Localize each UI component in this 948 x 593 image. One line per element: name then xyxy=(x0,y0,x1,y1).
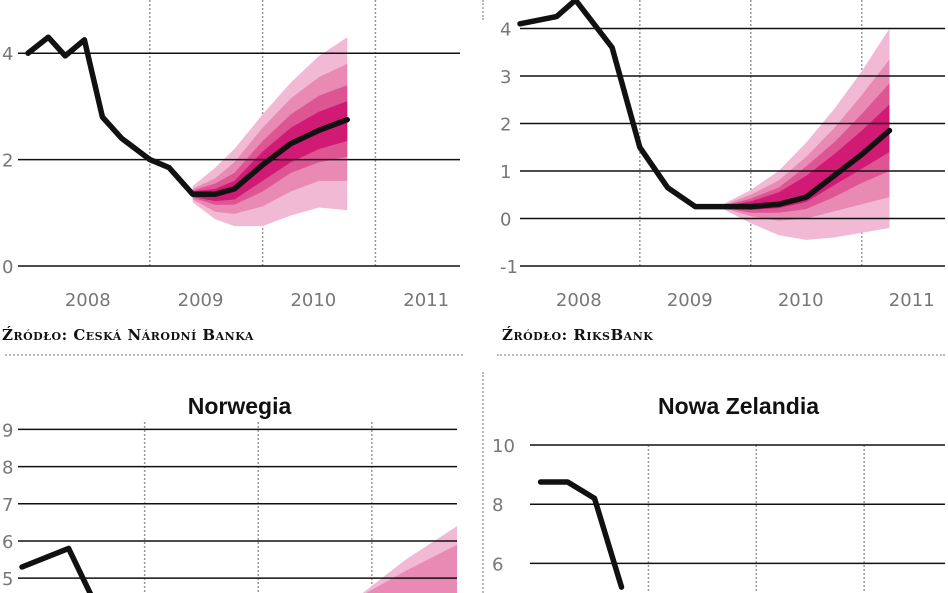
y-tick-label: 2 xyxy=(500,115,511,136)
y-tick-label: 10 xyxy=(492,436,515,457)
chart-title: Norwegia xyxy=(188,393,292,419)
y-tick-label: 8 xyxy=(2,458,13,479)
fan-band-inner xyxy=(192,101,348,202)
y-tick-label: 4 xyxy=(2,44,13,65)
series-line xyxy=(517,0,893,210)
chart-new-zealand: Nowa Zelandia 6 8 10 xyxy=(492,393,945,593)
chart-sweden: -1 0 1 2 3 4 2008 2009 2010 2011 xyxy=(500,0,945,311)
x-tick-label: 2011 xyxy=(403,290,449,311)
y-tick-label: 6 xyxy=(492,554,503,575)
series-line xyxy=(19,545,94,593)
chart-title: Nowa Zelandia xyxy=(658,393,819,419)
y-tick-label: 9 xyxy=(2,420,13,441)
y-tick-label: 5 xyxy=(2,569,13,590)
x-tick-label: 2008 xyxy=(65,290,111,311)
y-tick-label: 7 xyxy=(2,495,13,516)
fan-band-mid-inner xyxy=(192,85,348,205)
y-tick-label: 1 xyxy=(500,162,511,183)
y-tick-label: -1 xyxy=(500,257,518,278)
chart-panel-new-zealand: Nowa Zelandia 6 8 10 xyxy=(480,380,948,593)
x-tick-label: 2008 xyxy=(556,290,602,311)
chart-norway: Norwegia 5 6 7 8 9 xyxy=(2,393,457,593)
chart-czech: 0 2 4 2008 2009 2010 2011 xyxy=(2,0,460,311)
y-tick-label: 0 xyxy=(500,210,511,231)
y-tick-label: 4 xyxy=(500,20,511,41)
y-tick-label: 6 xyxy=(2,532,13,553)
y-tick-label: 0 xyxy=(2,257,13,278)
y-tick-label: 3 xyxy=(500,67,511,88)
chart-panel-sweden: -1 0 1 2 3 4 2008 2009 2010 2011 Źródło: RiksBank xyxy=(480,0,948,360)
series-line xyxy=(537,479,625,590)
divider-right xyxy=(497,354,945,356)
x-tick-label: 2009 xyxy=(178,290,224,311)
source-label-sweden: Źródło: RiksBank xyxy=(502,326,654,344)
chart-panel-norway: Norwegia 5 6 7 8 9 xyxy=(0,380,470,593)
series-line xyxy=(25,34,350,197)
source-label-czech: Źródło: Ceská Národní Banka xyxy=(2,326,254,344)
y-tick-label: 2 xyxy=(2,151,13,172)
y-tick-label: 8 xyxy=(492,495,503,516)
x-tick-label: 2010 xyxy=(290,290,336,311)
x-tick-label: 2011 xyxy=(889,290,935,311)
fan-band-mid-inner xyxy=(723,83,890,213)
x-tick-label: 2010 xyxy=(778,290,824,311)
chart-panel-czech: 0 2 4 2008 2009 2010 2011 Źródło: Ceská Národn… xyxy=(0,0,470,360)
fan-band-mid-outer xyxy=(366,544,457,593)
divider-vertical-bottom xyxy=(482,372,484,593)
divider-vertical-top xyxy=(482,0,484,20)
divider-left xyxy=(5,354,463,356)
x-tick-label: 2009 xyxy=(667,290,713,311)
